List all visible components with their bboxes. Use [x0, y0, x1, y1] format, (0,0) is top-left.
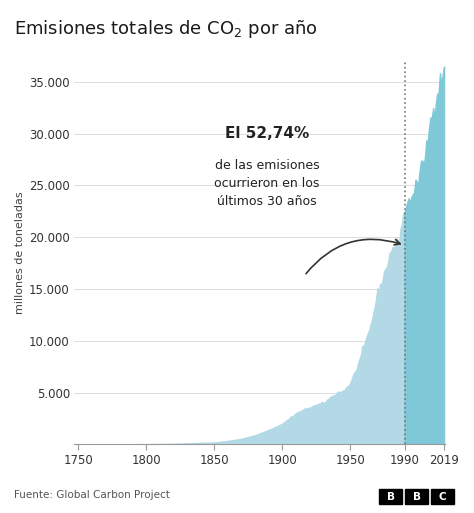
Text: B: B	[387, 491, 394, 502]
Text: Emisiones totales de CO$_2$ por año: Emisiones totales de CO$_2$ por año	[14, 18, 318, 40]
Y-axis label: millones de toneladas: millones de toneladas	[15, 191, 25, 314]
Text: de las emisiones
ocurrieron en los
últimos 30 años: de las emisiones ocurrieron en los últim…	[214, 159, 320, 208]
Text: El 52,74%: El 52,74%	[225, 126, 310, 142]
Text: B: B	[413, 491, 420, 502]
Text: Fuente: Global Carbon Project: Fuente: Global Carbon Project	[14, 490, 170, 500]
Text: C: C	[439, 491, 447, 502]
